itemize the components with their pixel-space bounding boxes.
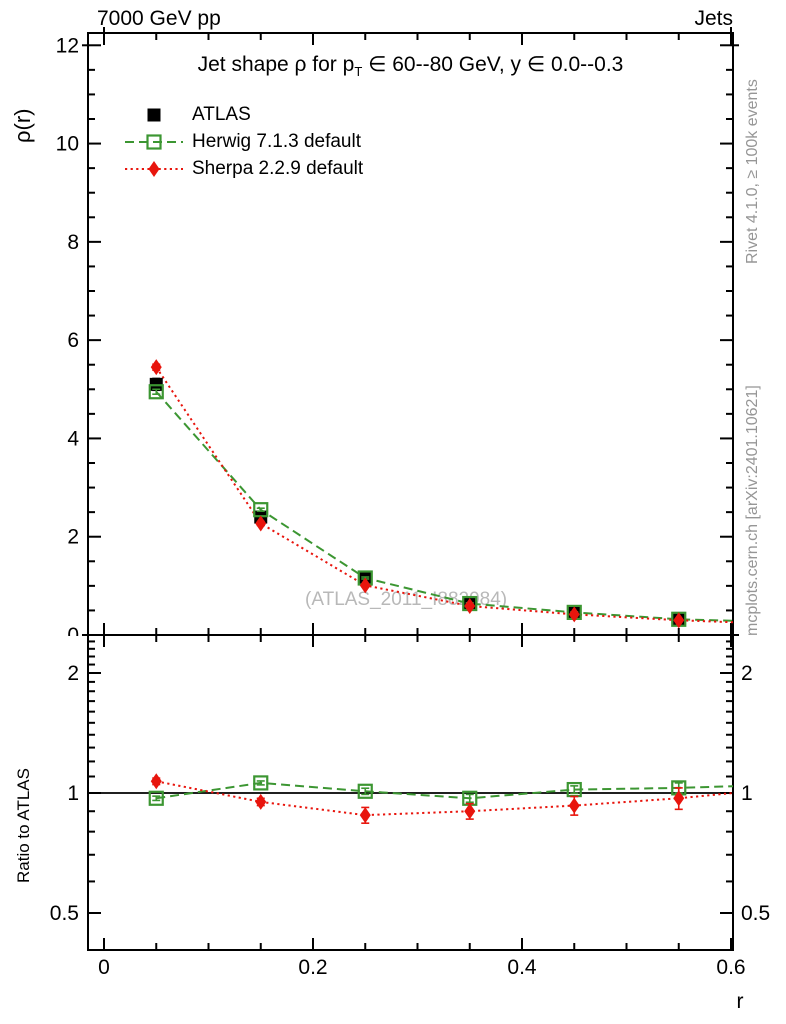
svg-text:0.4: 0.4 (507, 956, 537, 979)
series-points (149, 377, 686, 627)
marker-filled-diamond (673, 790, 685, 807)
plot-title-sub: T (354, 64, 363, 80)
svg-text:0.6: 0.6 (716, 956, 745, 979)
svg-text:6: 6 (67, 329, 79, 352)
marker-open-square (253, 775, 269, 791)
legend-sample-atlas (147, 108, 161, 121)
marker-filled-diamond (359, 577, 371, 594)
legend-label-herwig: Herwig 7.1.3 default (192, 130, 361, 152)
marker-filled-diamond (150, 359, 162, 376)
svg-text:2: 2 (67, 662, 79, 685)
legend-row-atlas: ATLAS (125, 101, 363, 128)
axis-tick-labels: 0.5 0.5 1 1 2 2 0 0.2 0.4 0.6 r (50, 662, 770, 1013)
legend-swatch-herwig (125, 132, 183, 152)
marker-filled-diamond (568, 797, 580, 814)
svg-text:8: 8 (67, 231, 79, 254)
series-points (148, 775, 687, 806)
legend-label-atlas: ATLAS (192, 103, 251, 125)
legend-label-sherpa: Sherpa 2.2.9 default (192, 157, 364, 179)
marker-open-square (357, 783, 373, 799)
svg-text:r: r (737, 990, 744, 1013)
marker-filled-diamond (255, 793, 267, 810)
legend-row-herwig: Herwig 7.1.3 default (125, 128, 363, 155)
svg-text:0: 0 (98, 956, 110, 979)
beam-energy-label: 7000 GeV pp (97, 7, 221, 30)
legend-swatch-atlas (125, 105, 183, 125)
marker-filled-diamond (359, 807, 371, 824)
plot-title: Jet shape ρ for pT ∈ 60--80 GeV, y ∈ 0.0… (88, 52, 733, 79)
svg-text:2: 2 (67, 526, 79, 549)
series-points (148, 384, 687, 627)
marker-open-square (148, 790, 164, 806)
marker-open-square (148, 384, 164, 400)
marker-filled-diamond (150, 773, 162, 790)
analysis-id-watermark: (ATLAS_2011_I882984) (305, 589, 508, 610)
marker-filled-square (147, 108, 161, 121)
svg-text:0: 0 (67, 624, 79, 647)
legend-swatch-sherpa (125, 159, 183, 179)
main-y-tick-labels: 0 2 4 6 8 10 12 (56, 34, 80, 647)
svg-text:4: 4 (67, 427, 79, 450)
series-line (155, 366, 734, 624)
svg-text:12: 12 (56, 34, 79, 57)
svg-text:1: 1 (741, 782, 753, 805)
series-line (155, 391, 734, 622)
marker-filled-diamond (464, 803, 476, 820)
series-points (150, 773, 685, 824)
series-line (156, 781, 734, 800)
svg-text:0.5: 0.5 (50, 902, 79, 925)
plot-title-post: ∈ 60--80 GeV, y ∈ 0.0--0.3 (362, 53, 624, 76)
svg-text:2: 2 (741, 662, 753, 685)
marker-open-square (146, 133, 162, 150)
marker-filled-diamond (255, 515, 267, 532)
plot-title-pre: Jet shape ρ for p (197, 53, 355, 76)
svg-text:1: 1 (67, 782, 79, 805)
series-points (150, 359, 685, 629)
ratio-panel-data (88, 773, 734, 824)
marker-filled-diamond (673, 612, 685, 629)
marker-filled-diamond (464, 598, 476, 615)
svg-text:0.2: 0.2 (298, 956, 327, 979)
analysis-group-label: Jets (694, 7, 733, 30)
marker-filled-diamond (568, 606, 580, 623)
svg-text:0.5: 0.5 (741, 902, 770, 925)
legend: ATLAS Herwig 7.1.3 default Sherpa 2.2.9 … (125, 101, 363, 182)
legend-sample-herwig (125, 133, 183, 150)
legend-row-sherpa: Sherpa 2.2.9 default (125, 155, 363, 182)
legend-sample-sherpa (125, 160, 183, 177)
marker-filled-diamond (148, 160, 160, 177)
main-panel-data (148, 359, 734, 629)
svg-text:10: 10 (56, 133, 79, 156)
